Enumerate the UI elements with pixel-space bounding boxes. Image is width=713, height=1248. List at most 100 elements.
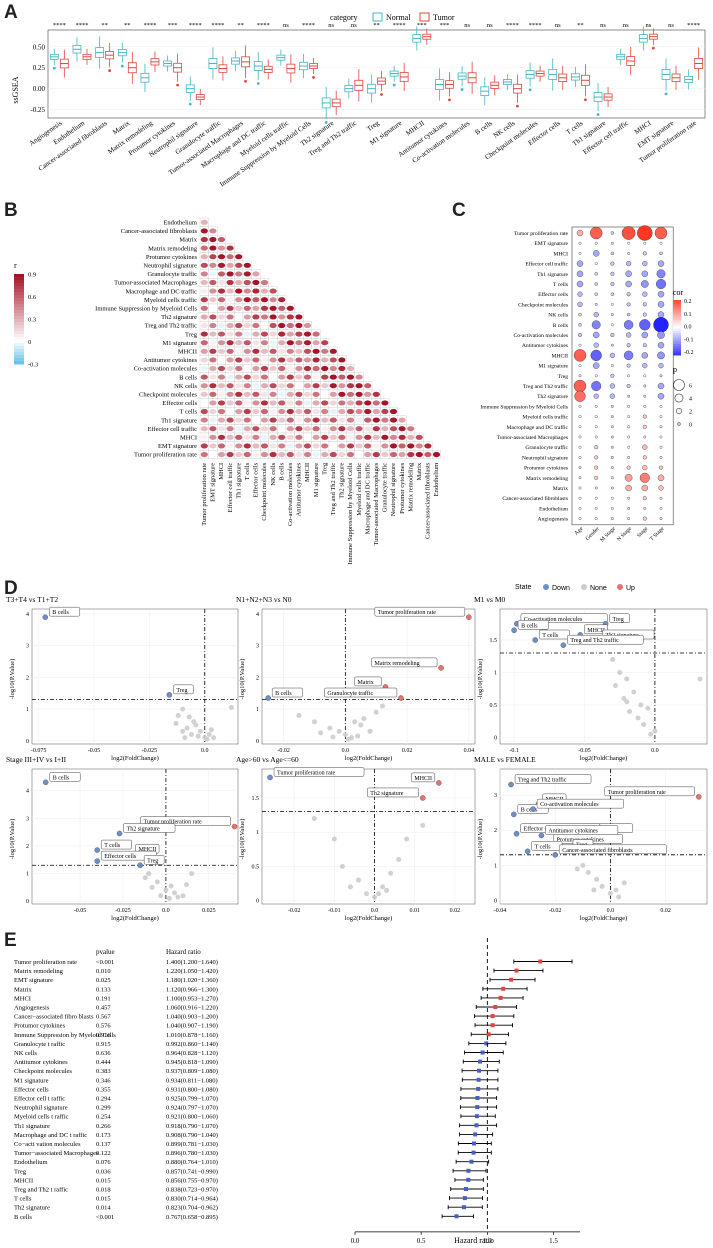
corr-ellipse [407, 443, 415, 449]
cor-dot [576, 270, 584, 278]
corr-ellipse [217, 262, 226, 268]
outlier [324, 120, 328, 124]
cor-dot [576, 280, 584, 288]
corr-ellipse [303, 451, 312, 458]
row-label: Effector cell traffic [525, 261, 568, 268]
p-size-dot [674, 393, 684, 403]
corr-ellipse [243, 279, 251, 286]
corr-ellipse [252, 451, 260, 458]
cor-dot [573, 349, 587, 362]
corr-ellipse [226, 340, 234, 346]
cor-dot [642, 363, 648, 369]
corr-ellipse [321, 348, 329, 354]
cor-dot [610, 343, 614, 347]
corr-ellipse [235, 271, 243, 277]
corr-ellipse [312, 408, 320, 415]
significance-label: *** [417, 22, 427, 29]
p-size-dot [676, 408, 683, 415]
corr-ellipse [329, 365, 337, 372]
volcano-point [211, 735, 217, 741]
legend-title: category [330, 13, 358, 22]
outlier [516, 104, 519, 108]
corr-ellipse [252, 400, 260, 406]
corr-ellipse [338, 451, 346, 458]
corr-ellipse [278, 365, 286, 372]
col-label: Treg [321, 462, 328, 475]
point-label-box [173, 684, 194, 695]
corr-ellipse [355, 417, 363, 423]
cor-dot [578, 374, 582, 378]
corr-ellipse [226, 434, 234, 440]
forest-row-pvalue: 0.457 [96, 1005, 111, 1012]
forest-row-name: Th1 signature [14, 1123, 50, 1130]
corr-ellipse [303, 383, 312, 389]
volcano-point-down [560, 642, 567, 648]
corr-ellipse [252, 348, 260, 354]
corr-ellipse [286, 365, 294, 372]
row-label: Treg and Th2 traffic [523, 383, 569, 390]
cor-tick: 0.2 [684, 299, 692, 305]
row-label: NK cells [174, 383, 197, 390]
cor-dot [578, 496, 582, 500]
volcano-point-up [695, 794, 702, 800]
corr-ellipse [312, 348, 320, 354]
corr-ellipse [200, 245, 208, 251]
panel-label-b: B [4, 200, 18, 221]
corr-ellipse [209, 305, 217, 311]
x-tick: -0.05 [88, 748, 101, 754]
corr-ellipse [269, 305, 277, 311]
significance-label: ** [373, 22, 380, 29]
corr-ellipse [329, 451, 337, 458]
corr-ellipse [209, 297, 217, 303]
corr-ellipse [269, 322, 277, 329]
corr-ellipse [243, 383, 251, 389]
volcano-point [195, 733, 201, 739]
corr-ellipse [303, 340, 312, 346]
y-tick: 1.5 [252, 796, 260, 802]
corr-ellipse [269, 383, 277, 389]
x-tick: 0.04 [464, 748, 475, 754]
cor-dot [654, 226, 668, 240]
corr-ellipse [269, 331, 277, 337]
forest-estimate [463, 1187, 468, 1191]
volcano-point [574, 866, 580, 872]
col-label: Th2 signature [339, 463, 346, 499]
row-label: Protumor cytokines [146, 254, 198, 261]
volcano-point [388, 870, 394, 876]
corr-ellipse [200, 314, 208, 320]
volcano-title: T3+T4 vs T1+T2 [6, 595, 58, 604]
corr-ellipse [260, 305, 269, 311]
forest-row-hr: 0.857(0.741−0.990) [166, 1168, 218, 1175]
point-label-box [538, 629, 570, 640]
forest-row-hr: 0.937(0.809−1.080) [166, 1068, 218, 1075]
cor-dot [641, 270, 649, 278]
forest-row-hr: 0.918(0.790−1.070) [166, 1123, 218, 1130]
volcano-point-up [420, 795, 426, 801]
cor-dot [593, 393, 599, 399]
forest-row-hr: 1.120(0.966−1.300) [166, 986, 218, 993]
corr-ellipse [295, 426, 303, 432]
cor-dot [641, 331, 649, 339]
volcano-point [189, 871, 195, 877]
corr-ellipse [252, 391, 260, 397]
corr-ellipse [235, 288, 243, 294]
corr-ellipse [415, 443, 423, 449]
state-down-dot [543, 584, 549, 590]
corr-ellipse [269, 443, 277, 449]
col-label: NK cells [270, 462, 277, 485]
y-tick: 2 [256, 675, 259, 681]
forest-estimate [498, 995, 503, 1000]
cor-dot [610, 476, 614, 480]
col-label: Endothelium [433, 463, 440, 497]
corr-ellipse [209, 443, 217, 449]
corr-ellipse [217, 434, 226, 440]
corr-ellipse [217, 374, 226, 380]
forest-row-name: MHCI [14, 995, 31, 1002]
forest-row-pvalue: 0.294 [96, 1096, 111, 1103]
forest-row-hr: 0.934(0.811−1.080) [166, 1077, 218, 1084]
volcano-y-label: -log10(P.Value) [239, 659, 246, 700]
cor-dot [594, 465, 599, 470]
corr-ellipse [286, 348, 294, 354]
corr-ellipse [338, 443, 346, 449]
volcano-point-down [265, 695, 271, 701]
